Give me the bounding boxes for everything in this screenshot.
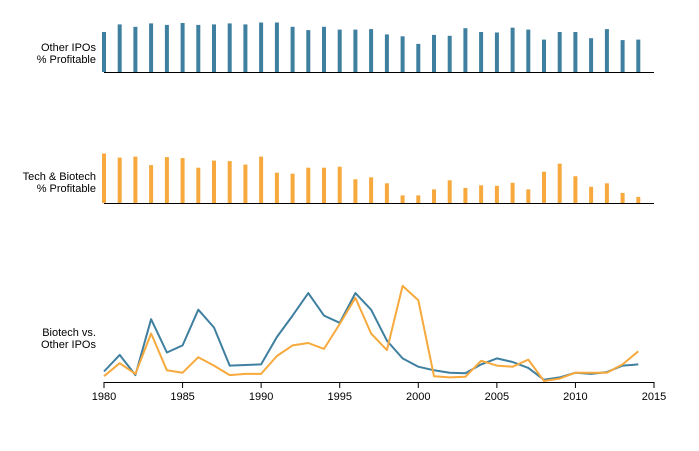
x-tick-label-1990: 1990 — [249, 391, 273, 403]
bar-panel-1-1995 — [337, 166, 342, 203]
bar-panel-0-2006 — [510, 27, 515, 72]
bar-panel-1-1983 — [149, 165, 154, 203]
bar-panel-1-2010 — [573, 176, 578, 203]
panel-0-ylabel-line-2: % Profitable — [37, 54, 96, 66]
bar-panel-0-1982 — [133, 26, 138, 72]
bar-panel-0-1981 — [117, 24, 122, 72]
bar-panel-0-1980 — [102, 32, 106, 72]
bar-panel-1-1991 — [274, 172, 279, 203]
line-series-1 — [103, 284, 639, 382]
x-tick-label-2015: 2015 — [642, 391, 666, 403]
x-axis-ticks: 1980 1985 1990 1995 2000 2005 2010 2015 — [92, 382, 666, 403]
x-tick-label-1980: 1980 — [92, 391, 116, 403]
bar-panel-1-1980 — [102, 153, 106, 203]
bar-panel-0-1984 — [164, 24, 169, 72]
panel-1-ylabel-line-1: Tech & Biotech — [23, 171, 96, 183]
bar-panel-0-1988 — [227, 23, 232, 72]
x-tick-label-2000: 2000 — [406, 391, 430, 403]
bar-panel-0-1986 — [196, 24, 201, 72]
bar-panel-0-2011 — [589, 38, 594, 72]
bar-panel-1-2009 — [557, 163, 562, 203]
bar-panel-0-1983 — [149, 23, 154, 72]
bar-panel-0-1987 — [212, 24, 216, 72]
bar-panel-0-2003 — [463, 28, 468, 72]
bar-panel-1-2011 — [589, 186, 594, 203]
bar-panel-1-2004 — [479, 185, 484, 203]
bar-panel-0-1994 — [322, 26, 326, 72]
x-tick-label-1995: 1995 — [327, 391, 351, 403]
bar-panel-0-2008 — [542, 39, 546, 72]
bar-panel-1-1987 — [212, 160, 216, 203]
bar-panel-0-2001 — [432, 34, 436, 72]
bar-panel-1-1988 — [227, 161, 232, 203]
panel-tech-biotech: Tech & Biotech % Profitable — [23, 153, 654, 204]
bar-panel-1-2001 — [432, 189, 436, 203]
panel-1-bars — [102, 153, 641, 203]
bar-panel-0-1985 — [180, 23, 185, 72]
bar-panel-0-2014 — [636, 39, 641, 72]
x-axis: 1980 1985 1990 1995 2000 2005 2010 2015 — [92, 382, 666, 403]
bar-panel-0-2005 — [494, 32, 499, 72]
bar-panel-0-2004 — [479, 32, 484, 72]
bar-panel-0-1991 — [274, 22, 279, 72]
bar-panel-1-2014 — [636, 196, 641, 203]
bar-panel-1-2006 — [510, 182, 515, 203]
bar-panel-0-2000 — [416, 43, 421, 72]
bar-panel-1-2008 — [542, 171, 546, 203]
x-tick-label-2010: 2010 — [563, 391, 587, 403]
bar-panel-1-1982 — [133, 156, 138, 203]
bar-panel-0-1992 — [290, 26, 295, 72]
bar-panel-0-1993 — [306, 30, 311, 73]
bar-panel-1-1998 — [384, 183, 389, 203]
bar-panel-1-2007 — [526, 189, 531, 203]
panel-2-ylabel-line-1: Biotech vs. — [42, 327, 96, 339]
bar-panel-0-1995 — [337, 29, 342, 73]
bar-panel-1-1992 — [290, 173, 295, 203]
bar-panel-0-2012 — [604, 29, 609, 73]
bar-panel-0-1996 — [353, 29, 358, 73]
bar-panel-1-1990 — [259, 156, 264, 203]
panel-2-lines — [103, 284, 639, 382]
bar-panel-0-1997 — [369, 29, 374, 73]
panel-biotech-vs-other: Biotech vs. Other IPOs — [41, 284, 639, 382]
line-series-0 — [103, 292, 639, 381]
panel-0-ylabel-line-1: Other IPOs — [41, 42, 97, 54]
panel-2-ylabel-line-2: Other IPOs — [41, 339, 97, 351]
bar-panel-1-2012 — [604, 183, 609, 203]
bar-panel-1-2003 — [463, 187, 468, 203]
bar-panel-1-1994 — [322, 167, 326, 203]
bar-panel-1-1999 — [400, 195, 405, 203]
bar-panel-0-2013 — [620, 40, 625, 72]
panel-1-ylabel-line-2: % Profitable — [37, 183, 96, 195]
x-tick-label-1985: 1985 — [170, 391, 194, 403]
bar-panel-0-1998 — [384, 34, 389, 72]
panel-other-ipos: Other IPOs % Profitable — [37, 22, 654, 73]
bar-panel-0-2009 — [557, 32, 562, 72]
bar-panel-0-2002 — [447, 35, 452, 72]
bar-panel-1-1984 — [164, 157, 169, 203]
bar-panel-1-1997 — [369, 177, 374, 203]
bar-panel-0-1989 — [243, 24, 248, 72]
bar-panel-1-1981 — [117, 157, 122, 203]
bar-panel-1-1993 — [306, 167, 311, 203]
bar-panel-1-2002 — [447, 180, 452, 203]
bar-panel-1-2005 — [494, 185, 499, 203]
bar-panel-1-2013 — [620, 192, 625, 203]
panel-0-bars — [102, 22, 641, 73]
bar-panel-0-2007 — [526, 29, 531, 73]
bar-panel-0-2010 — [573, 32, 578, 72]
bar-panel-0-1990 — [259, 22, 264, 72]
bar-panel-0-1999 — [400, 36, 405, 72]
bar-panel-1-1985 — [180, 158, 185, 203]
bar-panel-1-1989 — [243, 164, 248, 203]
x-tick-label-2005: 2005 — [485, 391, 509, 403]
bar-panel-1-1996 — [353, 179, 358, 203]
bar-panel-1-2000 — [416, 195, 421, 203]
bar-panel-1-1986 — [196, 167, 201, 203]
